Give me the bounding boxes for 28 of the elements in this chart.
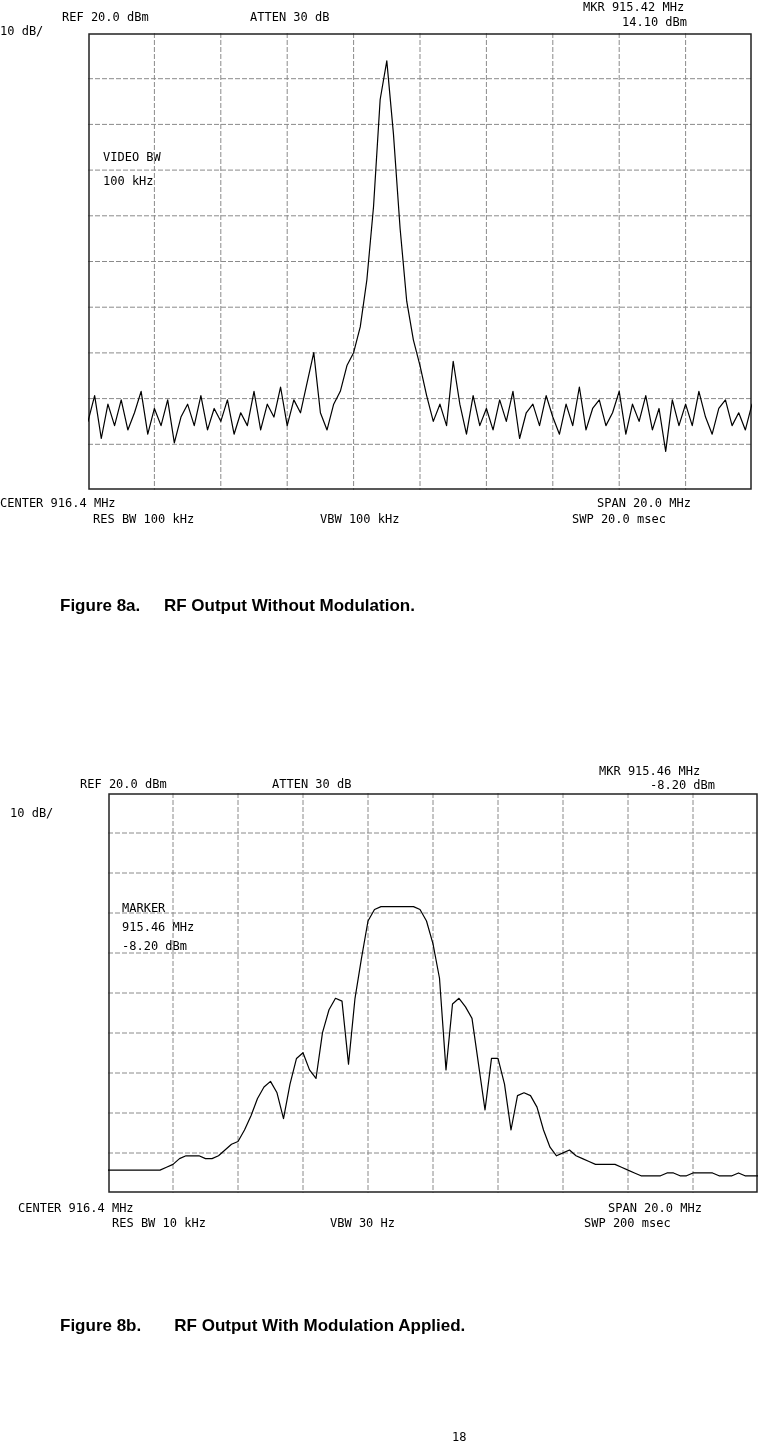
- annotation: -8.20 dBm: [122, 939, 188, 953]
- text: REF 20.0 dBm: [62, 10, 149, 24]
- text: RES BW 100 kHz: [93, 512, 195, 526]
- text: RES BW 10 kHz: [112, 1216, 206, 1230]
- annotation: VIDEO BW: [103, 150, 161, 164]
- annotation: 100 kHz: [103, 174, 154, 188]
- annotation: 915.46 MHz: [122, 920, 195, 934]
- text: ATTEN 30 dB: [250, 10, 330, 24]
- text: CENTER 916.4 MHz: [18, 1201, 134, 1215]
- text: SWP 200 msec: [584, 1216, 671, 1230]
- text: -8.20 dBm: [650, 778, 716, 792]
- text: SPAN 20.0 MHz: [608, 1201, 702, 1215]
- text: MKR 915.46 MHz: [599, 764, 701, 778]
- text: CENTER 916.4 MHz: [0, 496, 116, 510]
- text: 18: [452, 1430, 467, 1444]
- text: REF 20.0 dBm: [80, 777, 167, 791]
- text: 10 dB/: [10, 806, 54, 820]
- text: VBW 30 Hz: [330, 1216, 396, 1230]
- text: MKR 915.42 MHz: [583, 0, 685, 14]
- text: ATTEN 30 dB: [272, 777, 352, 791]
- text: VBW 100 kHz: [320, 512, 400, 526]
- text: 14.10 dBm: [622, 15, 688, 29]
- text: Figure 8a. RF Output Without Modulation.: [60, 596, 415, 616]
- text: SWP 20.0 msec: [572, 512, 666, 526]
- text: Figure 8b. RF Output With Modulation Applied.: [60, 1316, 466, 1336]
- annotation: MARKER: [122, 901, 166, 915]
- text: SPAN 20.0 MHz: [597, 496, 691, 510]
- text: 10 dB/: [0, 24, 44, 38]
